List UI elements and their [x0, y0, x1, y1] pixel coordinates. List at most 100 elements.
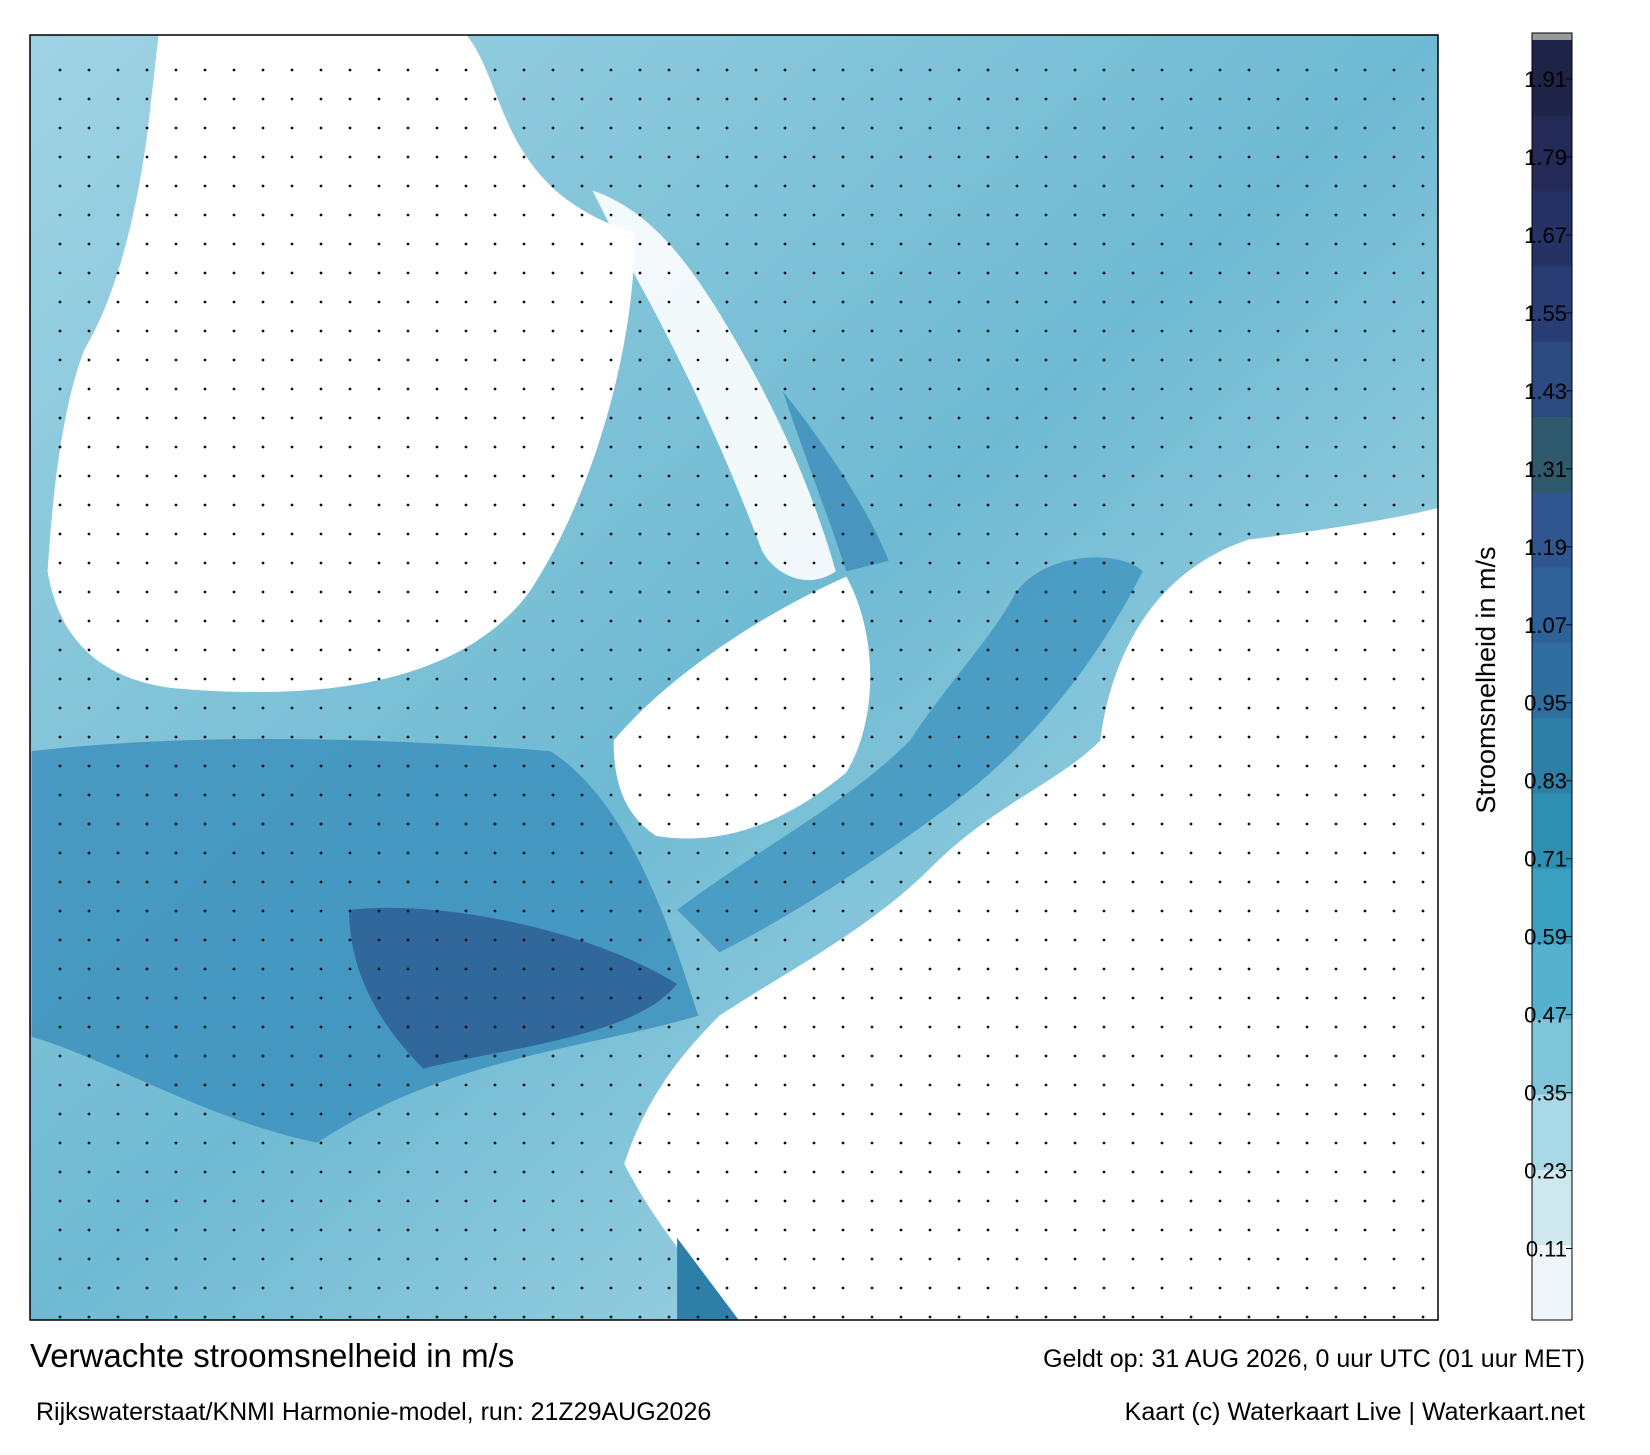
grid-dot	[725, 242, 729, 246]
grid-dot	[841, 126, 845, 130]
grid-dot	[609, 967, 613, 971]
grid-dot	[145, 735, 149, 739]
grid-dot	[1218, 967, 1222, 971]
grid-dot	[1102, 1199, 1106, 1203]
grid-dot	[1334, 68, 1338, 72]
grid-dot	[1392, 735, 1396, 739]
grid-dot	[1189, 1054, 1193, 1058]
grid-dot	[116, 329, 120, 333]
grid-dot	[203, 213, 207, 217]
grid-dot	[696, 822, 700, 826]
grid-dot	[1160, 1054, 1164, 1058]
grid-dot	[1044, 735, 1048, 739]
grid-dot	[754, 793, 758, 797]
grid-dot	[1305, 793, 1309, 797]
grid-dot	[1247, 590, 1251, 594]
grid-dot	[290, 358, 294, 362]
grid-dot	[812, 416, 816, 420]
grid-dot	[493, 822, 497, 826]
grid-dot	[145, 300, 149, 304]
grid-dot	[667, 793, 671, 797]
grid-dot	[1305, 358, 1309, 362]
grid-dot	[986, 271, 990, 275]
grid-dot	[812, 503, 816, 507]
grid-dot	[1102, 213, 1106, 217]
grid-dot	[493, 300, 497, 304]
grid-dot	[464, 938, 468, 942]
grid-dot	[841, 68, 845, 72]
grid-dot	[841, 793, 845, 797]
grid-dot	[812, 561, 816, 565]
grid-dot	[174, 155, 178, 159]
grid-dot	[290, 561, 294, 565]
grid-dot	[580, 1257, 584, 1261]
grid-dot	[870, 329, 874, 333]
grid-dot	[725, 561, 729, 565]
grid-dot	[1392, 822, 1396, 826]
grid-dot	[261, 271, 265, 275]
grid-dot	[58, 97, 62, 101]
grid-dot	[1363, 590, 1367, 594]
grid-dot	[667, 271, 671, 275]
grid-dot	[1276, 764, 1280, 768]
grid-dot	[58, 358, 62, 362]
grid-dot	[841, 880, 845, 884]
grid-dot	[1044, 793, 1048, 797]
grid-dot	[1189, 329, 1193, 333]
grid-dot	[319, 445, 323, 449]
grid-dot	[116, 909, 120, 913]
grid-dot	[580, 503, 584, 507]
grid-dot	[580, 358, 584, 362]
grid-dot	[1363, 126, 1367, 130]
grid-dot	[667, 155, 671, 159]
grid-dot	[841, 735, 845, 739]
grid-dot	[812, 300, 816, 304]
colorbar-cap	[1532, 33, 1572, 40]
grid-dot	[1363, 300, 1367, 304]
grid-dot	[116, 1112, 120, 1116]
grid-dot	[928, 503, 932, 507]
grid-dot	[580, 1286, 584, 1290]
grid-dot	[493, 532, 497, 536]
grid-dot	[1044, 126, 1048, 130]
grid-dot	[319, 1112, 323, 1116]
grid-dot	[1131, 677, 1135, 681]
grid-dot	[290, 387, 294, 391]
grid-dot	[174, 561, 178, 565]
grid-dot	[1102, 996, 1106, 1000]
colorbar-band	[1532, 642, 1572, 719]
grid-dot	[493, 909, 497, 913]
grid-dot	[348, 1257, 352, 1261]
grid-dot	[261, 909, 265, 913]
grid-dot	[87, 68, 91, 72]
grid-dot	[986, 1112, 990, 1116]
grid-dot	[986, 474, 990, 478]
grid-dot	[609, 184, 613, 188]
grid-dot	[870, 735, 874, 739]
colorbar-band	[1532, 265, 1572, 342]
grid-dot	[348, 271, 352, 275]
land	[47, 35, 635, 693]
colorbar-tick-label: 1.91	[1524, 67, 1567, 92]
grid-dot	[986, 793, 990, 797]
grid-dot	[377, 851, 381, 855]
grid-dot	[116, 1199, 120, 1203]
grid-dot	[1276, 938, 1280, 942]
grid-dot	[319, 1199, 323, 1203]
grid-dot	[1102, 648, 1106, 652]
grid-dot	[493, 329, 497, 333]
grid-dot	[696, 1141, 700, 1145]
grid-dot	[1102, 764, 1106, 768]
grid-dot	[1305, 822, 1309, 826]
grid-dot	[928, 764, 932, 768]
grid-dot	[1392, 271, 1396, 275]
grid-dot	[667, 503, 671, 507]
grid-dot	[783, 590, 787, 594]
grid-dot	[1305, 677, 1309, 681]
grid-dot	[1363, 416, 1367, 420]
grid-dot	[1131, 938, 1135, 942]
grid-dot	[261, 503, 265, 507]
grid-dot	[899, 764, 903, 768]
channel	[782, 391, 889, 572]
grid-dot	[1102, 300, 1106, 304]
